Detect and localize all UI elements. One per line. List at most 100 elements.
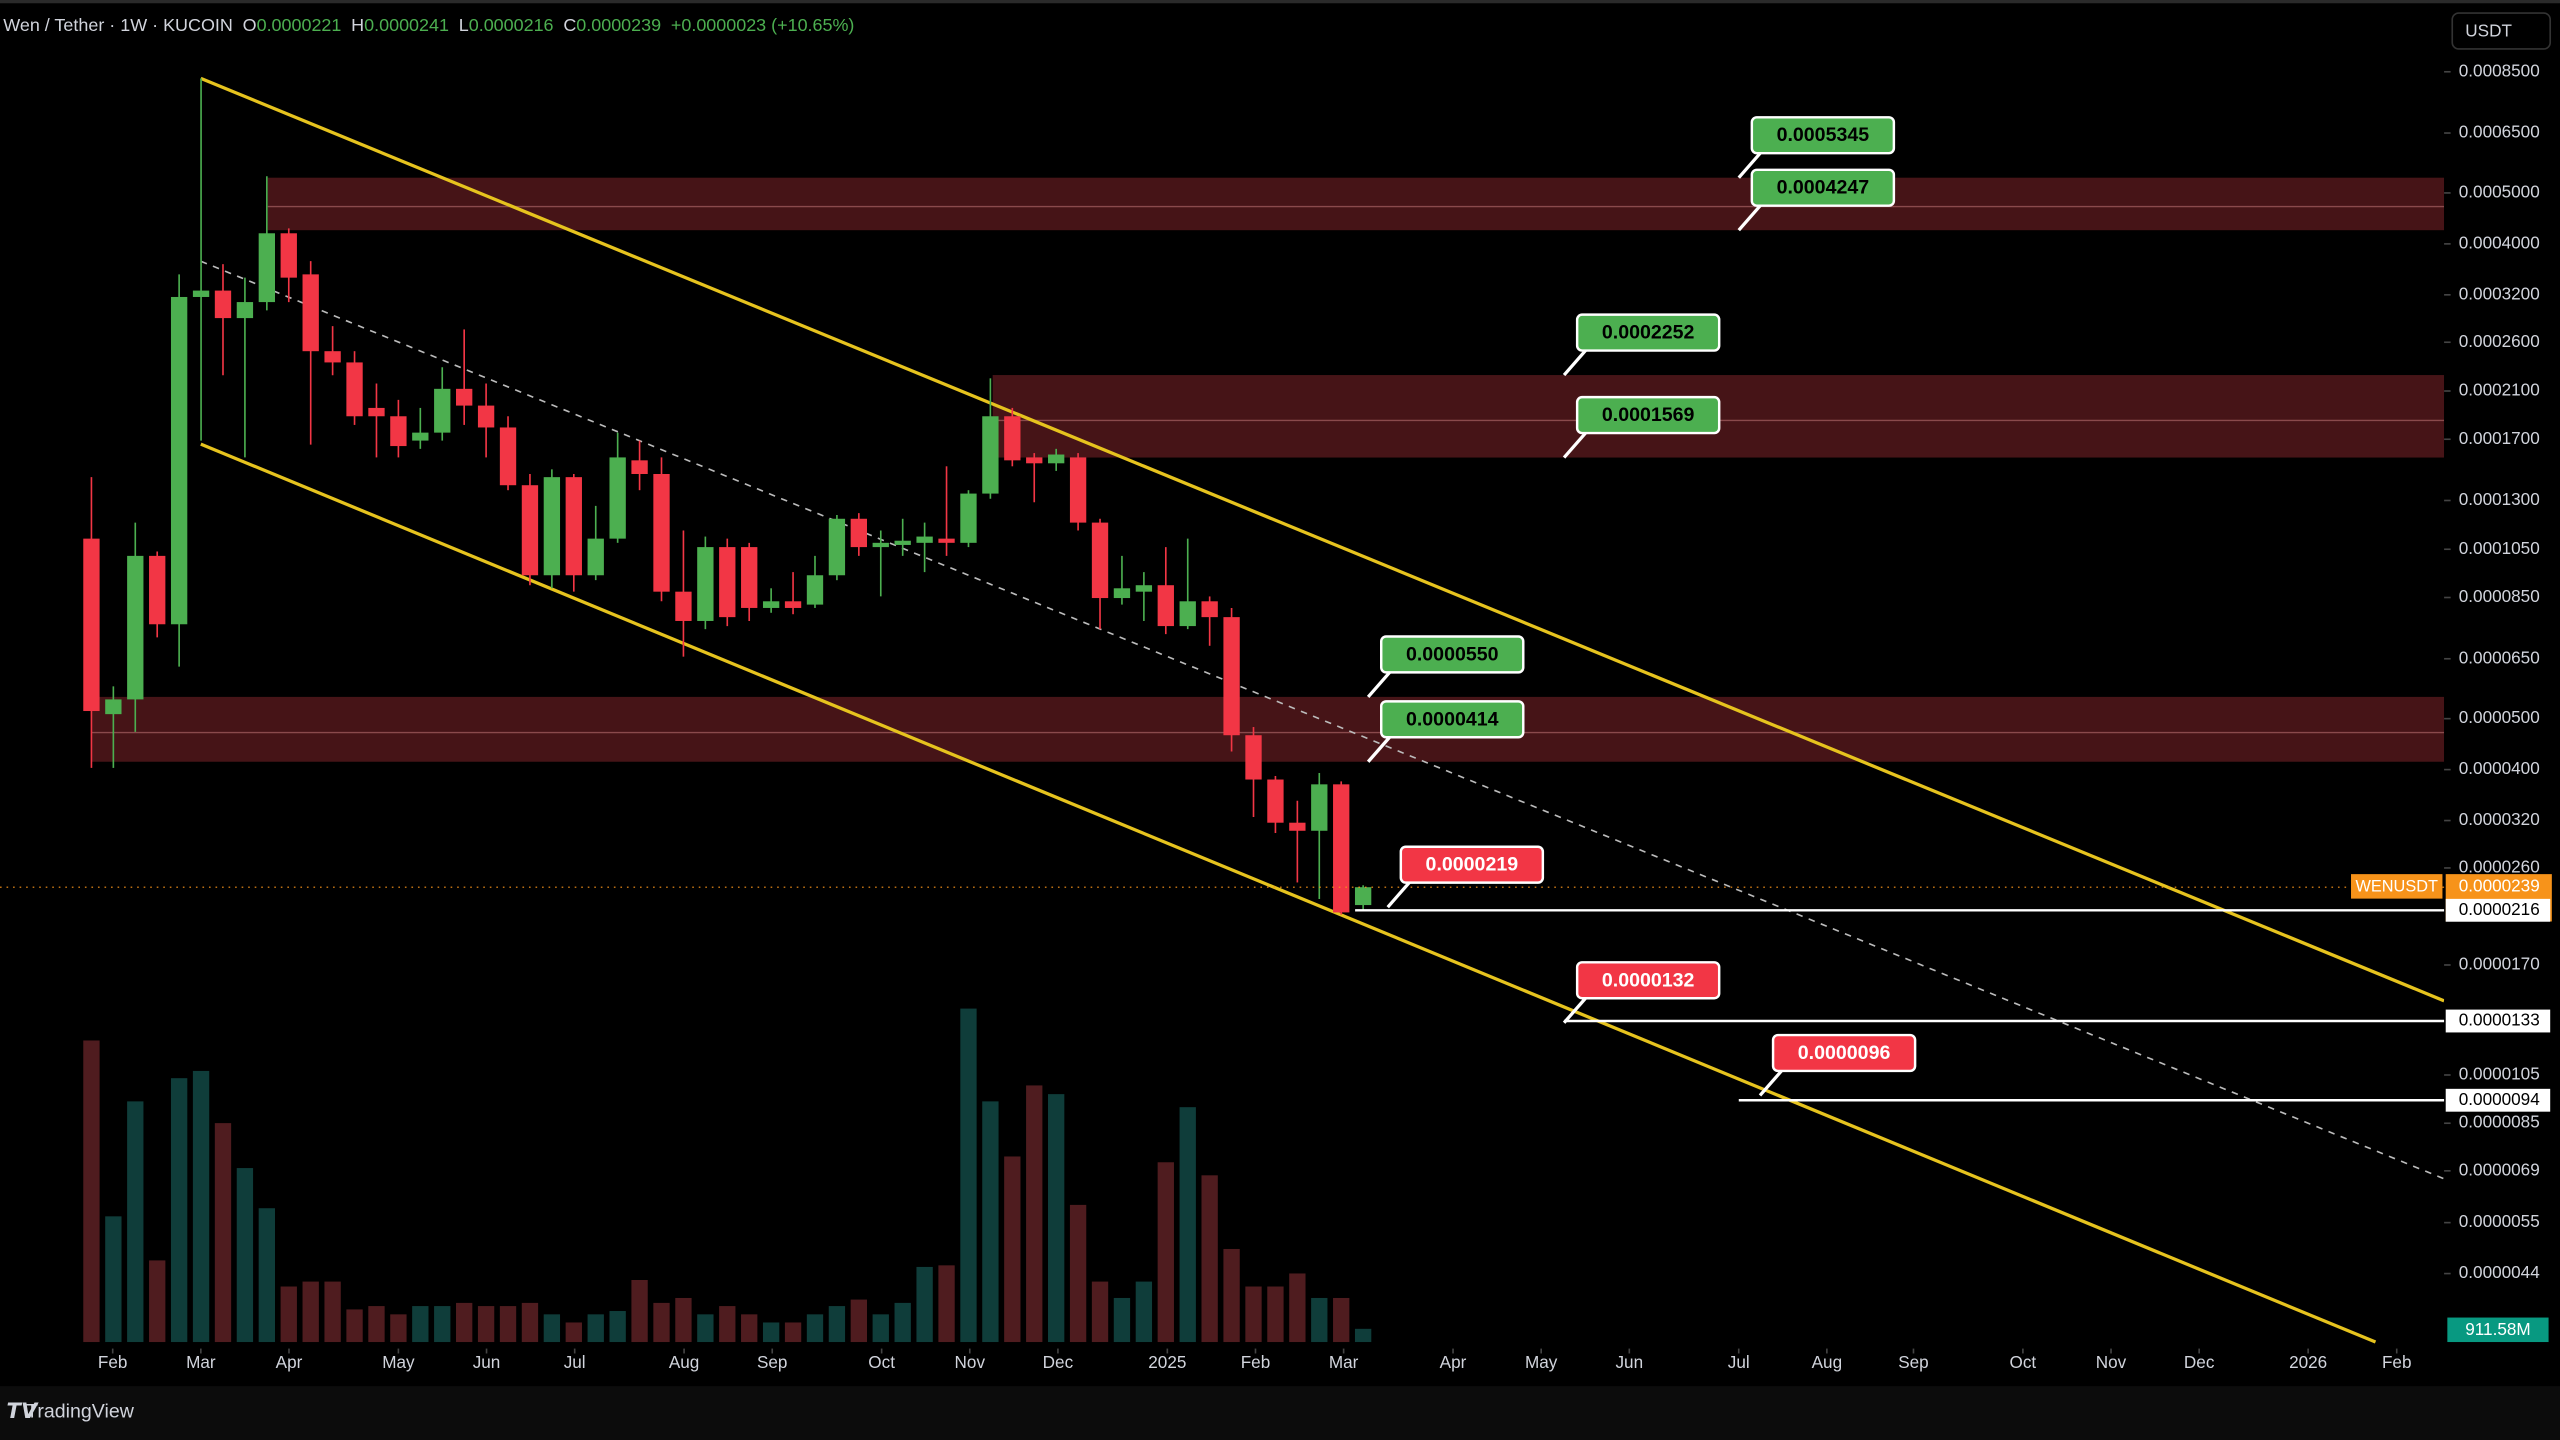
volume-bar [653,1302,670,1343]
top-border [0,0,2560,4]
x-tick-label: 2026 [2289,1352,2327,1372]
callout-box [1771,1033,1917,1073]
volume-bar [499,1306,517,1343]
x-tick-label: Jun [473,1352,501,1372]
callout-pointer [1737,150,1763,179]
y-tick-label: 0.0006500 [2459,122,2540,142]
currency[interactable]: USDT [2465,20,2512,40]
candle-body [236,302,254,319]
volume-bar [806,1314,824,1343]
y-tick-label: 0.0000500 [2459,707,2540,727]
x-tick-label: Dec [2184,1352,2215,1372]
candle-body [675,591,692,621]
candle-body [1333,784,1350,913]
callout-label: 0.0001569 [1602,404,1695,426]
volume-bar [762,1322,780,1343]
candle-body [1135,585,1153,592]
volume-bar [170,1078,188,1343]
volume-bar [149,1260,166,1343]
volume-bar [1069,1204,1087,1343]
candle-body [324,351,341,363]
x-tick-label: May [382,1352,415,1372]
candle-body [192,290,210,297]
header-text: Wen / Tether · 1W · KUCOIN [3,15,233,35]
x-tick-label: Jun [1616,1352,1644,1372]
callout-box [1399,845,1545,884]
volume-bar [1289,1273,1306,1343]
candle-body [543,477,561,576]
header-text: 0.0000239 [576,15,661,35]
x-tick-label: Sep [757,1352,787,1372]
x-tick-label: Nov [2096,1352,2127,1372]
volume-bar [1113,1297,1131,1343]
volume-bar [390,1314,407,1343]
candle-body [719,547,736,618]
candle-body [741,547,758,608]
level-label: 0.0000094 [2459,1089,2540,1109]
volume-bar [412,1306,429,1343]
level-tag [2445,898,2551,922]
candle-body [828,518,846,576]
callout-pointer [1562,430,1589,459]
currency-box[interactable] [2451,12,2552,50]
header-text: 0.0000241 [364,15,449,35]
volume-bar [543,1314,561,1343]
x-tick-label: Oct [868,1352,895,1372]
level-tag [2445,1088,2551,1112]
candle-body [609,457,626,539]
candle-body [521,485,539,576]
y-tick-label: 0.0001700 [2459,428,2540,448]
volume-label: 911.58M [2465,1319,2530,1339]
volume-tag [2447,1317,2549,1343]
symbol-tag [2351,874,2443,899]
volume-bar [938,1265,955,1343]
candle-body [1245,735,1262,780]
y-tick-label: 0.0000320 [2459,809,2540,829]
candle-body [697,547,714,621]
volume-bar [697,1314,714,1343]
volume-pane [83,1008,1372,1343]
y-tick-label: 0.0001050 [2459,538,2540,558]
currency-button[interactable]: USDT [2451,12,2552,50]
callout-label: 0.0000096 [1798,1042,1891,1064]
volume-bar [1157,1162,1174,1343]
candle-body [105,699,122,715]
header-text: C [563,15,576,35]
callout-label: 0.0000550 [1406,643,1499,665]
callout-box [1750,168,1896,207]
x-tick-label: May [1525,1352,1558,1372]
volume-bar [258,1208,276,1343]
candle-body [412,432,429,441]
candle-body [1354,887,1372,906]
callout-label: 0.0002252 [1602,322,1695,344]
callout-box [1575,961,1721,1000]
volume-bar [631,1279,648,1343]
y-tick-label: 0.0000105 [2459,1064,2540,1084]
candle-body [499,427,517,486]
candle-body [1004,416,1021,461]
volume-bar [127,1101,144,1343]
candle-body [806,575,824,605]
candle-body [390,416,407,447]
candle-body [762,601,780,608]
volume-bar [192,1070,210,1343]
level-label: 0.0000133 [2459,1010,2540,1030]
callout-label: 0.0000414 [1406,708,1499,730]
y-tick-label: 0.0000055 [2459,1211,2540,1231]
candle-body [938,538,955,543]
x-tick-label: Aug [669,1352,699,1372]
candle-body [850,518,868,548]
volume-bar [982,1101,999,1343]
x-tick-label: Dec [1043,1352,1074,1372]
candle-body [1048,454,1065,464]
candle-body [894,540,911,545]
volume-bar [828,1306,846,1343]
candle-body [258,233,276,303]
volume-bar [1245,1286,1262,1343]
volume-bar [346,1309,363,1343]
volume-bar [1135,1281,1153,1343]
header-text: H [351,15,364,35]
callout-pointer [1758,1068,1785,1097]
volume-bar [894,1302,911,1343]
candle-body [1289,822,1306,831]
